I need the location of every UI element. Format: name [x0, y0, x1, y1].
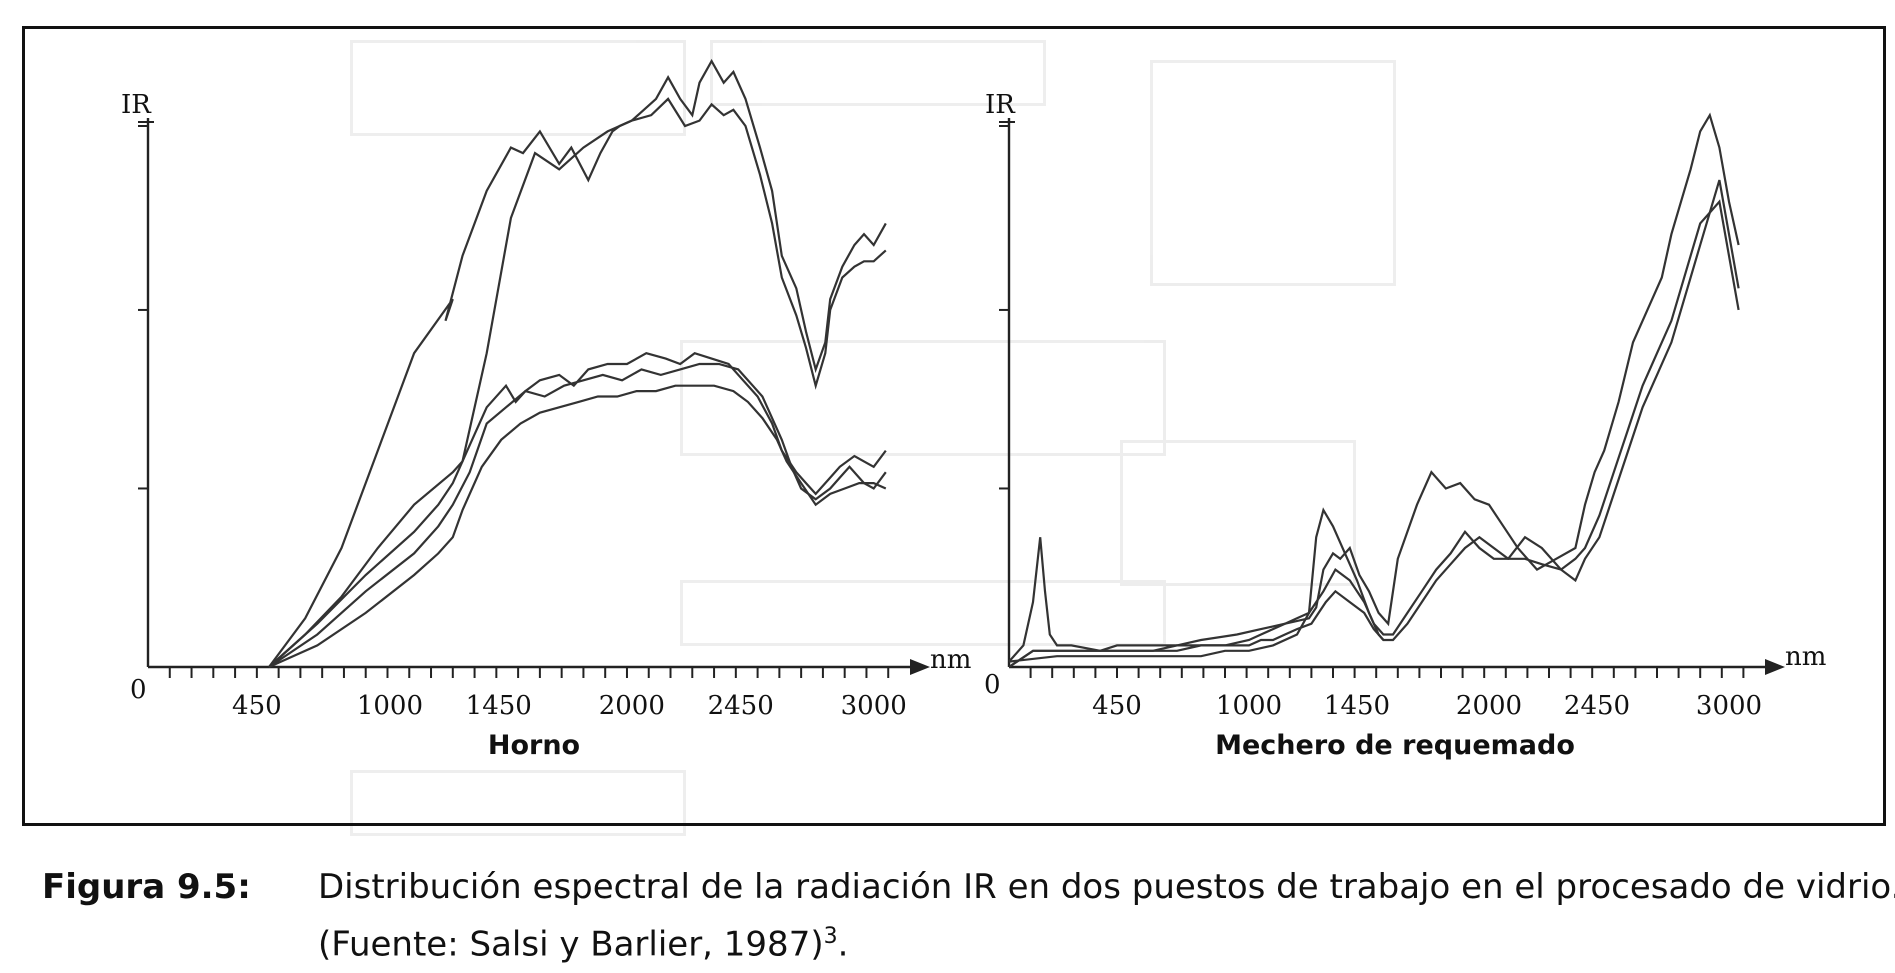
- figure-label: Figura 9.5:: [42, 867, 251, 907]
- horno-x-tick-label: 3000: [841, 691, 907, 721]
- horno-x-tick-label: 1450: [466, 691, 532, 721]
- mechero-series-line: [1008, 507, 1385, 663]
- chart-mechero: 450 1000 1450 2000 2450 3000 IR nm 0 Mechero …: [984, 90, 1826, 761]
- chart-mechero-title: Mechero de requemado: [1215, 730, 1575, 761]
- mechero-x-tick-label: 3000: [1696, 691, 1762, 721]
- chart-mechero-ticks: 450 1000 1450 2000 2450 3000: [999, 121, 1762, 721]
- horno-x-tick-label: 450: [232, 691, 282, 721]
- caption-line-1: Distribución espectral de la radiación I…: [318, 867, 1895, 907]
- figure-frame: [22, 26, 1886, 826]
- mechero-x-tick-label: 1450: [1324, 691, 1390, 721]
- chart-mechero-origin-label: 0: [984, 670, 1001, 700]
- mechero-x-tick-label: 2450: [1564, 691, 1630, 721]
- chart-horno: 450 1000 1450 2000 2450 3000 IR nm 0 Horno: [121, 58, 971, 761]
- caption-period: .: [837, 924, 849, 965]
- mechero-x-axis-arrow: [1765, 659, 1785, 675]
- chart-mechero-series: [1008, 112, 1740, 668]
- figure-caption-text: Distribución espectral de la radiación I…: [318, 862, 1895, 969]
- chart-horno-axes: [146, 118, 930, 675]
- chart-horno-series: [268, 58, 887, 669]
- caption-source: (Fuente: Salsi y Barlier, 1987): [318, 924, 824, 965]
- horno-x-tick-label: 2450: [708, 691, 774, 721]
- horno-series-line: [268, 362, 887, 668]
- chart-horno-xlabel: nm: [930, 645, 971, 675]
- horno-series-line: [268, 384, 887, 669]
- chart-horno-title: Horno: [488, 730, 580, 761]
- caption-reference: 3: [823, 924, 838, 949]
- caption-line-2: (Fuente: Salsi y Barlier, 1987)3.: [318, 912, 1895, 969]
- mechero-x-tick-label: 2000: [1456, 691, 1522, 721]
- horno-x-tick-label: 1000: [357, 691, 423, 721]
- mechero-series-line: [1008, 199, 1740, 668]
- horno-series-line: [268, 58, 887, 668]
- chart-mechero-axes: [1007, 118, 1785, 675]
- chart-horno-origin-label: 0: [130, 675, 147, 705]
- chart-mechero-ylabel: IR: [985, 90, 1016, 120]
- horno-x-axis-arrow: [910, 659, 930, 675]
- horno-series-line: [268, 97, 887, 668]
- horno-x-tick-label: 2000: [599, 691, 665, 721]
- mechero-x-tick-label: 450: [1092, 691, 1142, 721]
- chart-horno-ylabel: IR: [121, 90, 152, 120]
- horno-series-line: [268, 351, 887, 668]
- mechero-series-line: [1008, 112, 1740, 663]
- mechero-x-tick-label: 1000: [1216, 691, 1282, 721]
- chart-horno-ticks: 450 1000 1450 2000 2450 3000: [138, 121, 907, 721]
- chart-mechero-xlabel: nm: [1785, 642, 1826, 672]
